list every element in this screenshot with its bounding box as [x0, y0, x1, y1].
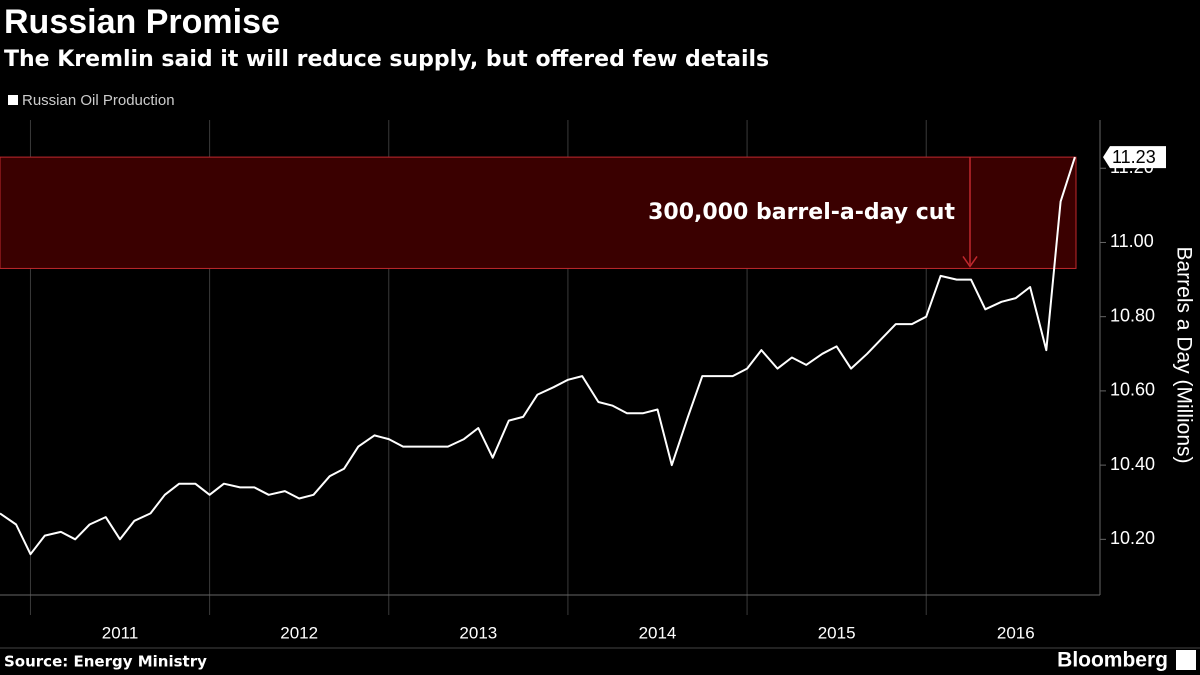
- chart-subtitle: The Kremlin said it will reduce supply, …: [4, 47, 769, 72]
- y-tick-label: 10.20: [1110, 528, 1155, 548]
- chart-title: Russian Promise: [4, 3, 280, 41]
- x-tick-label: 2014: [639, 623, 677, 642]
- legend-label: Russian Oil Production: [22, 92, 175, 109]
- y-tick-label: 11.00: [1110, 231, 1154, 251]
- plot-area: 300,000 barrel-a-day cut 2011 2012 2013 2014…: [0, 120, 1195, 642]
- highlight-band: [0, 156, 1077, 269]
- y-tick-label: 10.40: [1110, 454, 1155, 474]
- value-label: 11.23: [1112, 147, 1156, 167]
- y-tick-label: 10.80: [1110, 305, 1155, 325]
- source: Source: Energy Ministry: [4, 653, 207, 671]
- line-series: [0, 156, 1076, 556]
- x-tick-label: 2015: [818, 623, 856, 642]
- brand-icon: [1176, 650, 1196, 670]
- legend-swatch: [8, 95, 18, 105]
- x-tick-label: 2016: [997, 623, 1035, 642]
- x-tick-label: 2013: [459, 623, 497, 642]
- x-tick-label: 2011: [102, 623, 139, 642]
- arrow-head: [962, 256, 978, 268]
- value-label-box: [1103, 146, 1166, 169]
- brand: Bloomberg: [1057, 649, 1168, 672]
- annotation: 300,000 barrel-a-day cut: [648, 200, 955, 225]
- y-tick-label: 10.60: [1110, 380, 1155, 400]
- y-axis-label: Barrels a Day (Millions): [1172, 246, 1195, 463]
- x-tick-label: 2012: [280, 623, 318, 642]
